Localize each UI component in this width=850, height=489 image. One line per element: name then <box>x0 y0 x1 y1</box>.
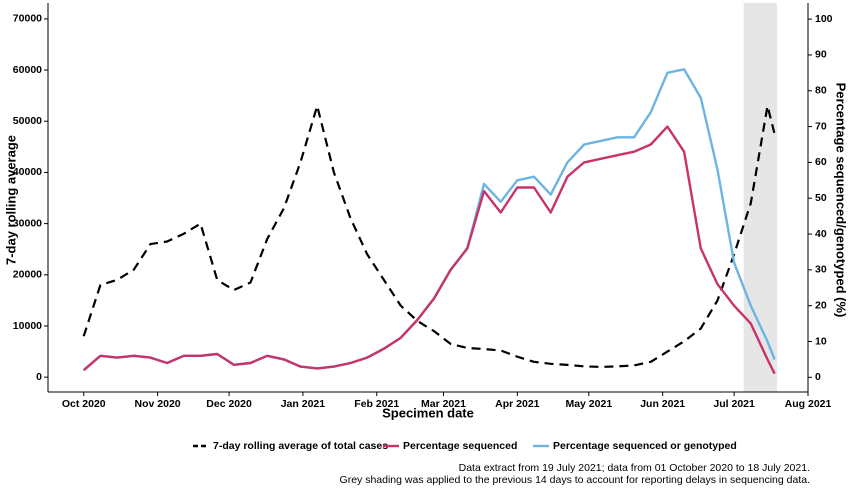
y2-tick-label: 80 <box>815 85 827 97</box>
legend-label: Percentage sequenced <box>403 440 517 452</box>
x-axis-title: Specimen date <box>382 405 474 420</box>
y2-tick-label: 100 <box>815 13 833 25</box>
shade <box>743 3 778 392</box>
y-tick-label: 50000 <box>13 115 42 127</box>
series-line <box>82 104 776 368</box>
y2-tick-label: 20 <box>815 299 827 311</box>
footnote: Grey shading was applied to the previous… <box>340 474 810 486</box>
x-tick-label: Dec 2020 <box>206 398 252 410</box>
y2-tick-label: 90 <box>815 49 827 61</box>
series-line <box>82 125 776 375</box>
x-tick-label: Aug 2021 <box>785 398 832 410</box>
y2-tick-label: 60 <box>815 156 827 168</box>
y-tick-label: 20000 <box>13 269 42 281</box>
y-tick-label: 60000 <box>13 64 42 76</box>
x-tick-label: May 2021 <box>565 398 612 410</box>
x-tick-label: Oct 2020 <box>62 398 106 410</box>
footnote: Data extract from 19 July 2021; data fro… <box>459 462 810 474</box>
x-tick-label: Feb 2021 <box>354 398 399 410</box>
y-tick-label: 40000 <box>13 166 42 178</box>
y-tick-label: 10000 <box>13 320 42 332</box>
y-tick-label: 30000 <box>13 217 42 229</box>
legend-label: 7-day rolling average of total cases <box>213 440 388 452</box>
x-tick-label: Nov 2020 <box>135 398 181 410</box>
y2-tick-label: 40 <box>815 228 827 240</box>
y2-tick-label: 10 <box>815 335 827 347</box>
y2-tick-label: 70 <box>815 120 827 132</box>
y-tick-label: 0 <box>36 371 42 383</box>
y2-axis-title: Percentage sequenced/genotyped (%) <box>834 83 849 318</box>
legend-label: Percentage sequenced or genotyped <box>553 440 737 452</box>
y2-tick-label: 30 <box>815 264 827 276</box>
x-tick-label: Jul 2021 <box>713 398 755 410</box>
y-tick-label: 70000 <box>13 13 42 25</box>
x-tick-label: Jan 2021 <box>281 398 326 410</box>
series-line <box>82 68 776 372</box>
y-axis-title: 7-day rolling average <box>3 135 18 265</box>
y2-tick-label: 50 <box>815 192 827 204</box>
x-tick-label: Mar 2021 <box>421 398 466 410</box>
x-tick-label: Apr 2021 <box>495 398 540 410</box>
y2-tick-label: 0 <box>815 371 821 383</box>
x-tick-label: Jun 2021 <box>640 398 685 410</box>
